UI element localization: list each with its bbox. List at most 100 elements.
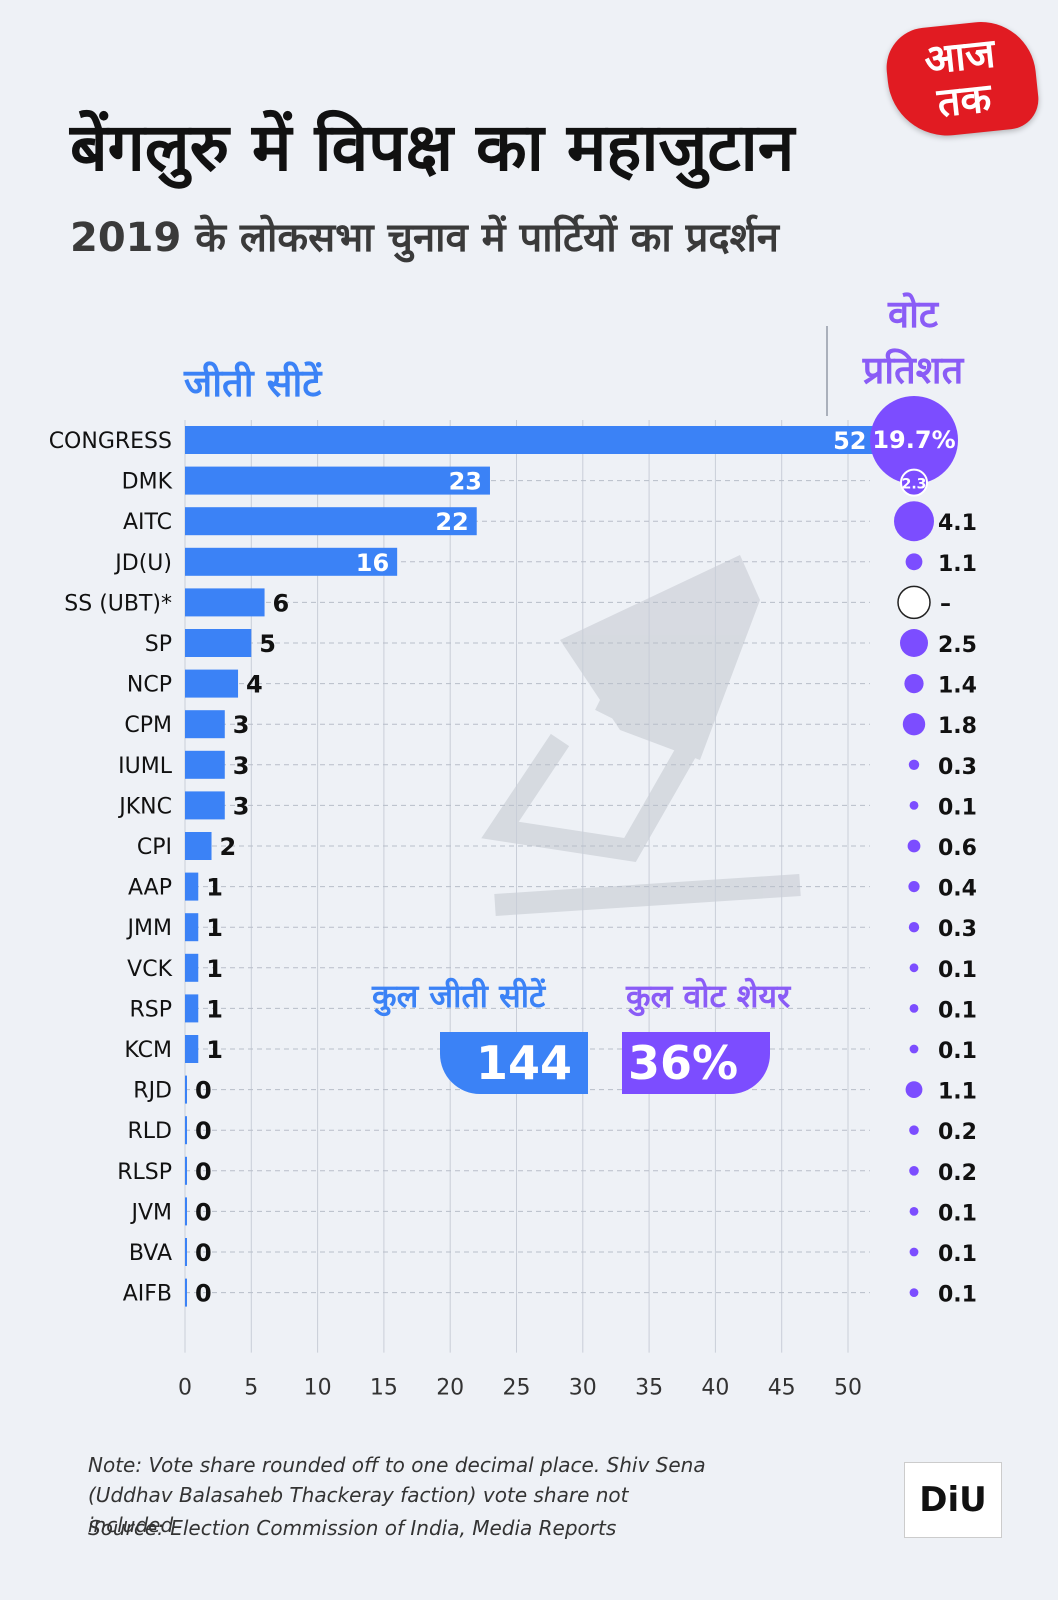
category-label: RJD <box>133 1079 172 1104</box>
vote-value-label: 0.3 <box>938 917 977 942</box>
vote-bubble <box>909 1044 919 1054</box>
seat-bar <box>185 750 225 779</box>
x-tick-label: 45 <box>768 1376 796 1401</box>
vote-value-label: 0.1 <box>938 1039 977 1064</box>
seat-bar <box>185 832 212 860</box>
category-label: KCM <box>124 1038 172 1063</box>
page-title: बेंगलुरु में विपक्ष का महाजुटान <box>70 109 795 186</box>
seat-bar <box>185 1278 187 1307</box>
category-label: CONGRESS <box>49 429 172 454</box>
vote-bubble <box>900 629 928 657</box>
seat-bar <box>185 426 875 454</box>
category-label: RLD <box>128 1119 172 1144</box>
category-label: CPI <box>137 835 172 860</box>
seat-value-label: 4 <box>246 671 263 699</box>
x-tick-label: 0 <box>178 1376 192 1401</box>
vote-bubble <box>897 585 931 620</box>
category-label: BVA <box>129 1241 172 1266</box>
seat-value-label: 0 <box>195 1280 212 1308</box>
seat-value-label: 1 <box>206 914 223 942</box>
seat-value-label: 3 <box>233 711 250 739</box>
vote-value-label: 2.3 <box>902 477 927 493</box>
vote-value-label: 0.2 <box>938 1120 977 1145</box>
seat-bar <box>185 547 398 576</box>
vote-value-label: 19.7% <box>872 426 955 454</box>
seat-bar <box>185 710 225 739</box>
vote-bubble <box>908 881 920 893</box>
seat-value-label: 23 <box>449 468 482 496</box>
total-vote-value: 36% <box>622 1032 770 1094</box>
seat-value-label: 52 <box>833 427 866 455</box>
vote-bubble <box>909 963 919 973</box>
vote-value-label: 0.1 <box>938 958 977 983</box>
vote-value-label: 2.5 <box>938 633 977 658</box>
vote-bubble <box>908 922 920 933</box>
seat-bar <box>185 872 199 901</box>
seats-heading: जीती सीटें <box>184 361 322 405</box>
total-vote-label: कुल वोट शेयर <box>626 977 791 1015</box>
vote-value-label: 1.1 <box>938 552 977 577</box>
category-label: SP <box>145 632 172 657</box>
vote-heading-line-1: वोट <box>887 292 939 336</box>
seat-value-label: 1 <box>206 1036 223 1064</box>
vote-bubble <box>908 759 920 770</box>
seat-bar <box>185 588 265 617</box>
seat-bar <box>185 1116 187 1145</box>
seat-value-label: 1 <box>206 955 223 983</box>
vote-bubble <box>905 553 923 571</box>
seat-bar <box>185 1238 187 1266</box>
category-label: JMM <box>126 916 172 941</box>
seat-value-label: 2 <box>220 833 237 861</box>
vote-value-label: 1.4 <box>938 674 977 699</box>
diu-logo: DiU <box>904 1462 1002 1538</box>
heading-divider <box>826 326 828 416</box>
x-tick-label: 10 <box>304 1376 332 1401</box>
vote-value-label: 0.2 <box>938 1161 977 1186</box>
category-label: CPM <box>124 713 172 738</box>
vote-bubble <box>900 468 928 497</box>
vote-value-label: 0.1 <box>938 795 977 820</box>
category-label: DMK <box>122 470 173 495</box>
category-label: NCP <box>127 673 172 698</box>
vote-bubble <box>907 839 921 853</box>
x-tick-label: 5 <box>244 1376 258 1401</box>
category-label: RSP <box>129 997 172 1022</box>
category-label: JD(U) <box>113 551 172 576</box>
vote-value-label: 0.1 <box>938 1283 977 1308</box>
vote-bubble <box>909 1247 919 1257</box>
x-tick-label: 15 <box>370 1376 398 1401</box>
vote-value-label: 0.1 <box>938 1201 977 1226</box>
source-note: Source: Election Commission of India, Me… <box>88 1516 617 1540</box>
category-label: SS (UBT)* <box>64 591 172 616</box>
x-tick-label: 25 <box>503 1376 531 1401</box>
seat-bar <box>185 507 477 536</box>
seat-value-label: 1 <box>206 995 223 1023</box>
seat-bar <box>185 629 252 657</box>
seat-bar <box>185 791 225 820</box>
x-tick-label: 40 <box>701 1376 729 1401</box>
seat-bar <box>185 994 199 1023</box>
seat-bar <box>185 1035 199 1063</box>
seat-bar <box>185 669 239 698</box>
vote-value-label: 0.4 <box>938 877 977 902</box>
vote-bubble <box>909 1004 919 1013</box>
vote-bubble <box>909 1288 919 1297</box>
vote-value-label: 1.8 <box>938 714 977 739</box>
footnote: Note: Vote share rounded off to one deci… <box>88 1453 706 1537</box>
vote-bubble <box>870 396 958 484</box>
vote-bubble <box>909 801 919 810</box>
seat-bar <box>185 466 490 495</box>
vote-value-label: 0.6 <box>938 836 977 861</box>
category-label: AIFB <box>123 1282 172 1307</box>
x-tick-label: 30 <box>569 1376 597 1401</box>
seat-value-label: 22 <box>435 508 468 536</box>
vote-value-label: 1.1 <box>938 1080 977 1105</box>
category-label: RLSP <box>117 1160 172 1185</box>
vote-bubble <box>904 674 924 694</box>
seat-bar <box>185 1075 187 1104</box>
total-seats-value: 144 <box>440 1032 588 1094</box>
category-label: VCK <box>127 957 172 982</box>
seat-bar <box>185 1197 187 1226</box>
seat-value-label: 0 <box>195 1117 212 1145</box>
